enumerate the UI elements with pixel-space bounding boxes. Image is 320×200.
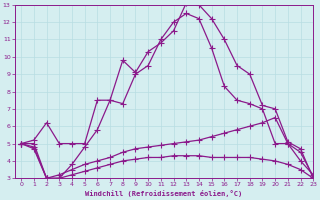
X-axis label: Windchill (Refroidissement éolien,°C): Windchill (Refroidissement éolien,°C) [85,190,243,197]
